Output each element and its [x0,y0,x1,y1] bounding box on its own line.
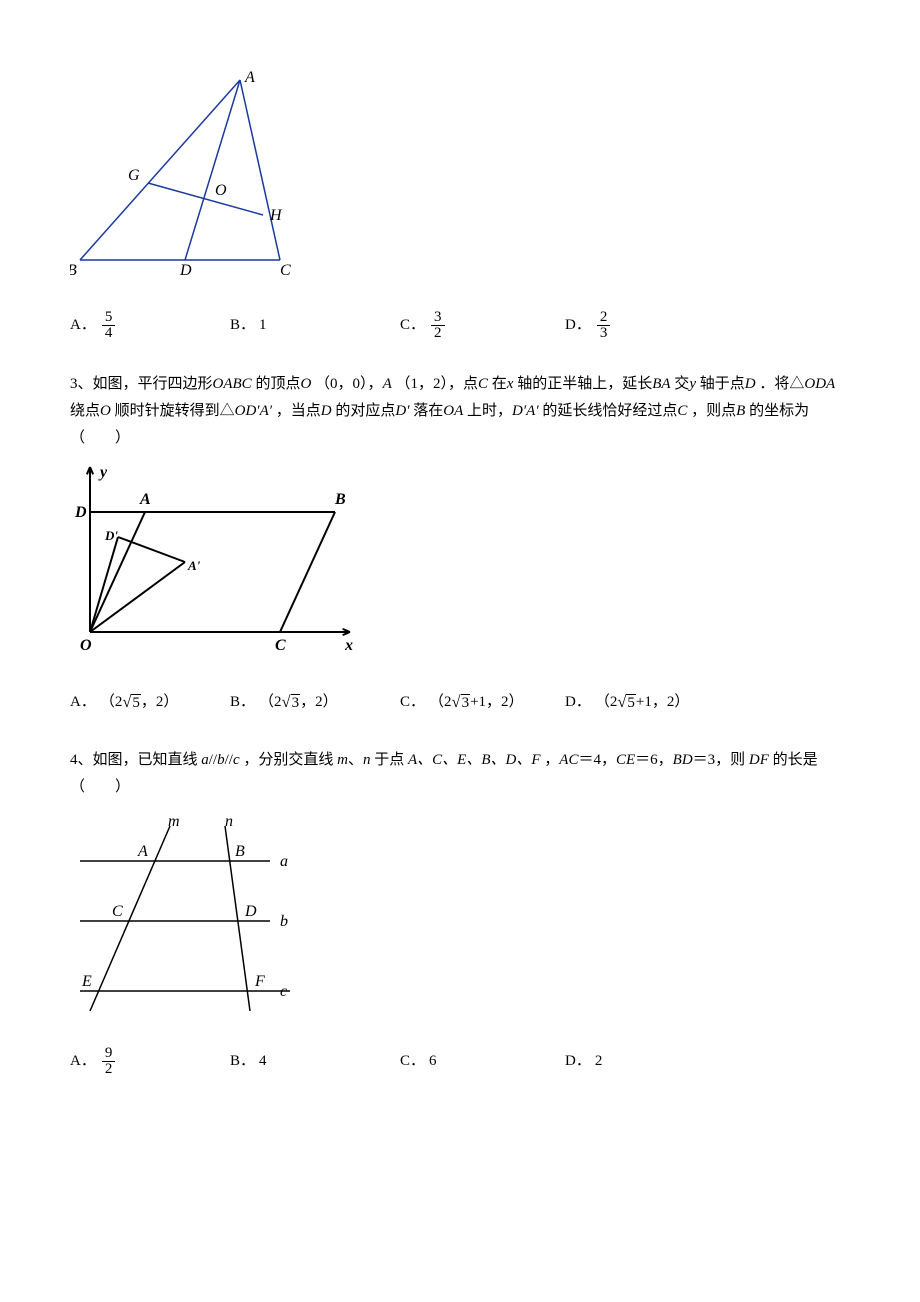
opt-letter: C． [400,312,425,339]
q2-option-b: B． 1 [230,310,400,341]
numerator: 2 [597,310,611,326]
denominator: 4 [102,326,116,341]
q2-option-c: C． 3 2 [400,310,565,341]
svg-text:D: D [74,504,87,521]
svg-text:E: E [81,973,92,990]
fraction: 2 3 [597,310,611,341]
svg-text:c: c [280,983,287,1000]
svg-text:m: m [168,813,180,830]
q3-text: 3、如图，平行四边形OABC 的顶点O （0，0），A （1，2），点C 在x … [70,371,850,452]
q3-option-b: B． （23，2） [230,687,400,717]
q4-option-a: A． 9 2 [70,1046,230,1077]
q3-option-a: A． （25，2） [70,687,230,717]
svg-text:D: D [179,262,192,279]
figure-q3: O C A B D D' A' x y [70,462,850,667]
figure-q2: A B C D G H O [70,70,850,290]
svg-text:A': A' [187,558,201,573]
q4-option-d: D．2 [565,1046,602,1077]
denominator: 3 [597,326,611,341]
opt-letter: D． [565,312,591,339]
svg-text:B: B [70,262,77,279]
svg-text:y: y [98,464,108,481]
q2-option-a: A． 5 4 [70,310,230,341]
svg-text:n: n [225,813,233,830]
denominator: 2 [431,326,445,341]
numerator: 5 [102,310,116,326]
svg-text:a: a [280,853,288,870]
svg-text:C: C [280,262,291,279]
svg-text:O: O [215,182,227,199]
svg-text:O: O [80,637,92,654]
opt-letter: A． [70,312,96,339]
svg-text:A: A [139,491,151,508]
q3-option-d: D． （25+1，2） [565,687,689,717]
svg-text:B: B [334,491,346,508]
opt-value: 1 [259,312,267,339]
svg-text:b: b [280,913,288,930]
fraction: 5 4 [102,310,116,341]
svg-text:C: C [112,903,123,920]
svg-text:A: A [244,70,255,86]
svg-text:H: H [269,207,283,224]
svg-text:C: C [275,637,286,654]
opt-letter: B． [230,312,255,339]
svg-text:D': D' [104,528,118,543]
svg-text:B: B [235,843,245,860]
figure-q4: A B C D E Fa b c m n [70,811,850,1026]
svg-text:x: x [344,637,353,654]
q4-text: 4、如图，已知直线 a//b//c ，分别交直线 m、n 于点 A、C、E、B、… [70,747,850,801]
svg-text:G: G [128,167,140,184]
q4-option-c: C．6 [400,1046,565,1077]
q4-options: A． 9 2 B．4 C．6 D．2 [70,1046,850,1077]
svg-text:A: A [137,843,148,860]
q4-option-b: B．4 [230,1046,400,1077]
numerator: 3 [431,310,445,326]
q3-options: A． （25，2） B． （23，2） C． （23+1，2） D． （25+1… [70,687,850,717]
svg-text:D: D [244,903,257,920]
q2-option-d: D． 2 3 [565,310,612,341]
fraction: 3 2 [431,310,445,341]
svg-text:F: F [254,973,265,990]
q2-options: A． 5 4 B． 1 C． 3 2 D． 2 3 [70,310,850,341]
q3-option-c: C． （23+1，2） [400,687,565,717]
